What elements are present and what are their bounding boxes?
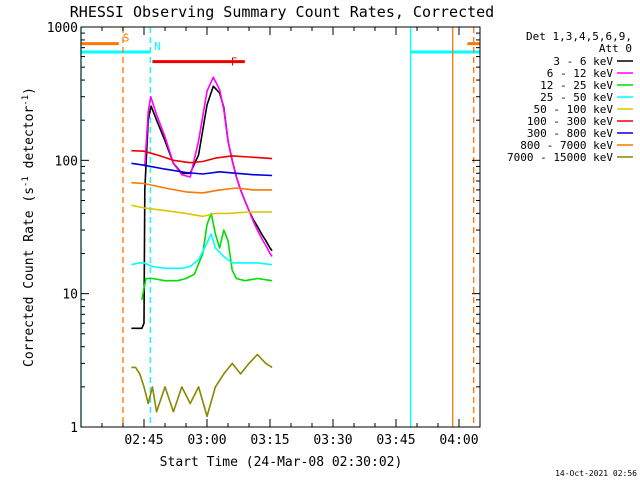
series-line-800-7000-kev [131, 181, 273, 194]
y-axis-label-end: ) [22, 87, 37, 95]
legend-label-800-7000-kev: 800 - 7000 keV [520, 139, 613, 152]
x-tick-label: 04:00 [439, 433, 478, 448]
legend-label-6-12-kev: 6 - 12 keV [547, 67, 614, 80]
flag-label-f: F [231, 56, 238, 69]
x-tick-label: 03:30 [313, 433, 352, 448]
vertical-lines [80, 27, 475, 427]
series-line-300-800-kev [131, 162, 273, 177]
y-tick-label: 1000 [47, 21, 78, 36]
flag-label-s: S [123, 32, 130, 45]
flag-lines: S N F [81, 32, 480, 69]
y-axis-label: Corrected Count Rate (s-1 detector-1) [21, 87, 37, 367]
x-tick-label: 03:00 [187, 433, 226, 448]
legend-label-100-300-kev: 100 - 300 keV [527, 115, 613, 128]
flag-label-n: N [154, 40, 161, 53]
y-axis-ticks: 1 10 100 1000 [47, 21, 480, 436]
series-group [131, 76, 273, 418]
y-tick-label: 10 [62, 288, 78, 303]
y-axis-label-sup1: -1 [21, 176, 31, 187]
legend-label-7000-15000-kev: 7000 - 15000 keV [507, 151, 613, 164]
y-tick-label: 1 [70, 421, 78, 436]
x-tick-label: 03:15 [250, 433, 289, 448]
x-axis-ticks: 02:45 03:00 03:15 03:30 03:45 04:00 [101, 27, 479, 448]
legend-label-300-800-kev: 300 - 800 keV [527, 127, 613, 140]
chart-title: RHESSI Observing Summary Count Rates, Co… [70, 3, 494, 21]
y-axis-label-mid: detector [22, 106, 37, 177]
series-line-7000-15000-kev [131, 353, 273, 418]
legend-label-12-25-kev: 12 - 25 keV [540, 79, 613, 92]
legend-header-0: Det 1,3,4,5,6,9, [526, 30, 632, 43]
y-axis-label-sup2: -1 [21, 95, 31, 106]
series-line-25-50-kev [131, 233, 273, 270]
legend-header-1: Att 0 [599, 42, 632, 55]
footer-timestamp: 14-Oct-2021 02:56 [555, 469, 637, 478]
y-tick-label: 100 [55, 154, 78, 169]
legend-label-50-100-kev: 50 - 100 keV [534, 103, 614, 116]
x-axis-label: Start Time (24-Mar-08 02:30:02) [160, 455, 403, 470]
series-line-6-12-kev [144, 76, 273, 257]
series-line-12-25-kev [141, 212, 273, 300]
series-line-3-6-kev [131, 85, 273, 330]
legend-label-25-50-kev: 25 - 50 keV [540, 91, 613, 104]
x-tick-label: 02:45 [124, 433, 163, 448]
x-tick-label: 03:45 [376, 433, 415, 448]
series-line-100-300-kev [131, 149, 273, 164]
series-line-50-100-kev [131, 204, 273, 218]
legend-label-3-6-kev: 3 - 6 keV [553, 55, 613, 68]
y-axis-label-main: Corrected Count Rate (s [22, 187, 37, 367]
plot-frame [80, 26, 481, 428]
